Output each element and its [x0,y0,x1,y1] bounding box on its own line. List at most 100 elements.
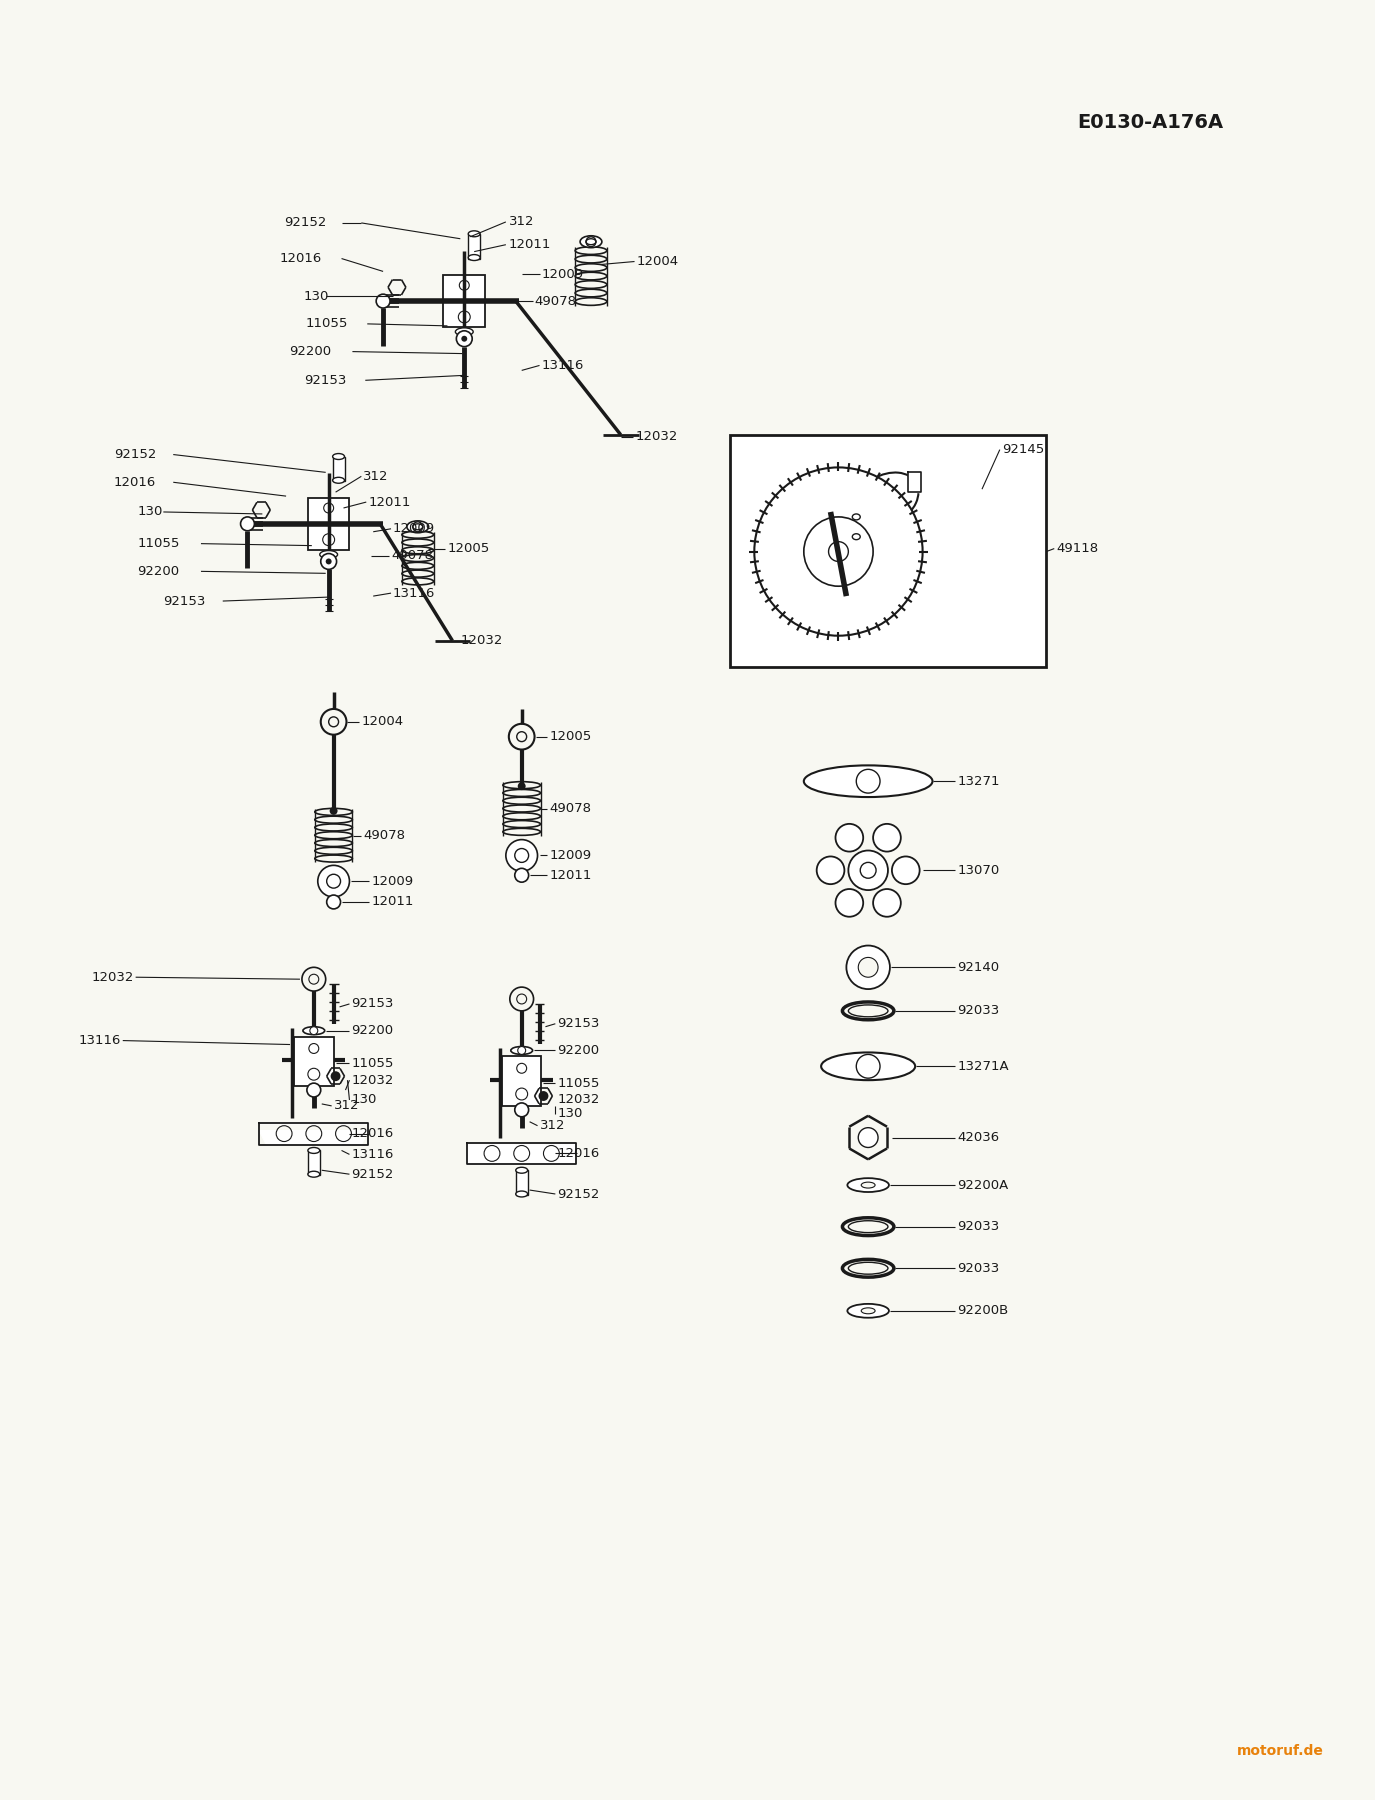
Ellipse shape [854,473,918,527]
Ellipse shape [848,1004,888,1017]
Ellipse shape [308,1172,320,1177]
Text: 92145: 92145 [1002,443,1044,455]
Text: 49078: 49078 [535,295,576,308]
Text: 12009: 12009 [542,268,583,281]
Circle shape [327,895,341,909]
Ellipse shape [861,1309,874,1314]
Text: 12011: 12011 [509,238,551,252]
Ellipse shape [516,1166,528,1174]
Text: 12011: 12011 [371,895,414,909]
Circle shape [327,875,341,887]
Text: 130: 130 [304,290,329,302]
Text: 12016: 12016 [352,1127,393,1139]
Text: 312: 312 [334,1100,359,1112]
Text: 12032: 12032 [461,634,503,648]
Text: 12032: 12032 [352,1073,393,1087]
Text: 12032: 12032 [557,1093,600,1107]
Text: 92153: 92153 [557,1017,600,1030]
Text: 13271: 13271 [957,774,1000,788]
Text: 312: 312 [509,216,535,229]
Bar [308,1150,320,1175]
Text: 12011: 12011 [368,495,411,509]
Text: 13116: 13116 [78,1033,121,1048]
Text: 12005: 12005 [447,542,489,554]
Text: 11055: 11055 [352,1057,393,1069]
Circle shape [318,866,349,896]
Text: 49078: 49078 [550,803,591,815]
Text: 92153: 92153 [304,374,346,387]
Circle shape [514,848,528,862]
Text: 12004: 12004 [362,715,403,729]
Circle shape [330,806,338,815]
Ellipse shape [852,535,861,540]
Ellipse shape [510,1046,532,1055]
Text: 12016: 12016 [114,475,157,490]
Text: motoruf.de: motoruf.de [1236,1744,1324,1759]
Text: 13116: 13116 [542,358,584,373]
Ellipse shape [852,515,861,520]
Text: 12009: 12009 [371,875,414,887]
Circle shape [892,857,920,884]
Circle shape [518,1046,525,1055]
Bar [730,436,1046,668]
Text: E0130-A176A: E0130-A176A [1077,113,1224,133]
Ellipse shape [469,254,480,261]
Text: 92152: 92152 [114,448,157,461]
Circle shape [804,517,873,587]
Circle shape [848,851,888,891]
Circle shape [861,862,876,878]
Text: 92200: 92200 [289,346,331,358]
Ellipse shape [821,1053,916,1080]
Text: 312: 312 [363,470,389,482]
Ellipse shape [333,454,345,459]
Bar [502,1057,542,1105]
Circle shape [836,824,864,851]
Circle shape [829,542,848,562]
Ellipse shape [320,551,338,558]
Circle shape [514,868,528,882]
Bar [308,499,349,549]
Text: 130: 130 [138,506,164,518]
Text: 92033: 92033 [957,1262,1000,1274]
Circle shape [858,1127,879,1147]
Text: 92200: 92200 [138,565,180,578]
Circle shape [873,824,901,851]
Text: 130: 130 [352,1093,377,1107]
Ellipse shape [580,236,602,248]
Circle shape [377,293,390,308]
Circle shape [847,945,890,988]
Circle shape [326,558,331,565]
Text: 92033: 92033 [957,1004,1000,1017]
Text: 12004: 12004 [637,256,679,268]
Ellipse shape [848,1262,888,1274]
Bar [516,1170,528,1195]
Text: 11055: 11055 [557,1076,600,1089]
Text: 92200: 92200 [352,1024,393,1037]
Text: 92200B: 92200B [957,1305,1008,1318]
Text: 49118: 49118 [1056,542,1099,554]
Ellipse shape [847,1303,890,1318]
Ellipse shape [848,1220,888,1233]
Text: 13116: 13116 [352,1148,393,1161]
Circle shape [514,1103,528,1116]
Bar [294,1037,334,1085]
Text: 49078: 49078 [390,549,433,562]
Circle shape [857,769,880,794]
Text: 92140: 92140 [957,961,1000,974]
Circle shape [307,1084,320,1096]
Text: 92200: 92200 [557,1044,600,1057]
Text: 130: 130 [557,1107,583,1120]
Ellipse shape [455,328,473,337]
Text: 12032: 12032 [91,970,133,985]
Text: 12005: 12005 [550,731,591,743]
Bar [444,275,485,328]
Text: 13271A: 13271A [957,1060,1009,1073]
Text: 13116: 13116 [393,587,436,599]
Text: 12016: 12016 [557,1147,600,1159]
Circle shape [817,857,844,884]
Text: 12011: 12011 [550,869,591,882]
Circle shape [873,889,901,916]
Circle shape [241,517,254,531]
Circle shape [755,468,923,635]
Circle shape [309,1026,318,1035]
